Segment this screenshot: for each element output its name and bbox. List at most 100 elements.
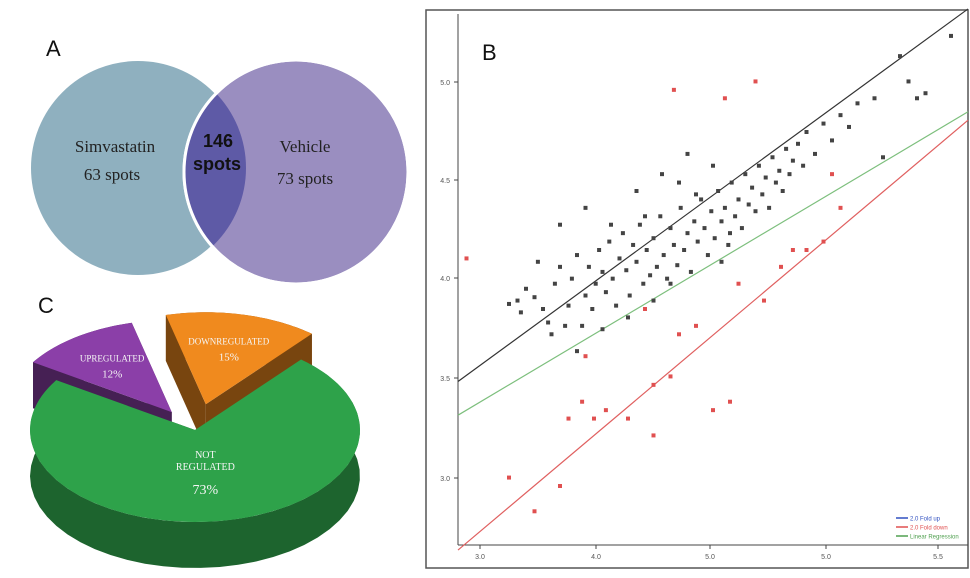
point-unchanged (614, 303, 619, 308)
point-unchanged (677, 180, 681, 185)
point-unchanged (872, 96, 877, 101)
point-unchanged (743, 172, 748, 177)
point-unchanged (590, 307, 595, 311)
point-unchanged (535, 259, 540, 264)
point-unchanged (838, 113, 843, 118)
pie-side-not-regulated (30, 359, 360, 568)
point-unchanged (607, 239, 612, 244)
point-unchanged (719, 219, 724, 224)
point-unchanged (671, 242, 676, 247)
point-unchanged (546, 320, 551, 325)
point-changed (790, 248, 795, 252)
point-changed (804, 248, 809, 252)
line-regression (457, 111, 969, 416)
point-unchanged (617, 256, 622, 261)
point-unchanged (583, 293, 588, 298)
point-unchanged (624, 268, 629, 273)
point-unchanged (898, 54, 902, 59)
point-unchanged (847, 124, 851, 129)
x-tick-label: 5.5 (933, 554, 943, 561)
point-unchanged (507, 301, 511, 306)
point-unchanged (760, 192, 765, 197)
pie-percent-downregulated: 15% (219, 352, 239, 364)
point-unchanged (627, 293, 632, 298)
point-unchanged (541, 307, 545, 311)
point-changed (566, 416, 571, 421)
point-unchanged (695, 239, 700, 244)
panel-c-label: C (38, 293, 54, 318)
point-unchanged (665, 276, 670, 281)
x-tick-label: 4.0 (591, 554, 601, 561)
point-changed (830, 172, 834, 177)
point-unchanged (855, 101, 860, 106)
point-unchanged (821, 121, 826, 126)
point-unchanged (688, 269, 693, 274)
point-unchanged (790, 158, 795, 163)
y-tick-label: 4.0 (440, 276, 450, 283)
point-changed (651, 382, 656, 387)
x-tick-label: 5.0 (705, 554, 715, 561)
point-unchanged (648, 273, 653, 278)
panel-b-label: B (482, 40, 497, 65)
point-unchanged (603, 290, 608, 295)
x-tick-label: 3.0 (475, 554, 485, 561)
point-changed (603, 408, 608, 413)
point-unchanged (549, 332, 554, 337)
point-changed (626, 416, 630, 421)
pie-slice-not-regulated (29, 359, 360, 522)
point-changed (592, 416, 596, 421)
point-unchanged (644, 248, 649, 252)
point-unchanged (801, 163, 806, 168)
point-unchanged (609, 222, 613, 227)
pie-percent-not-regulated: 73% (193, 483, 219, 498)
point-unchanged (558, 264, 562, 269)
panel-a-label: A (46, 36, 61, 61)
point-unchanged (678, 205, 683, 210)
point-unchanged (597, 248, 602, 252)
point-unchanged (746, 202, 751, 207)
point-changed (821, 239, 826, 244)
point-unchanged (575, 253, 579, 258)
point-unchanged (712, 236, 717, 241)
point-unchanged (631, 242, 636, 247)
y-tick-label: 4.5 (440, 178, 450, 185)
line-lower (457, 119, 969, 551)
point-unchanged (719, 259, 724, 264)
legend-label: 2.0 Fold up (910, 517, 941, 523)
point-unchanged (515, 298, 520, 303)
pie-cut-face-downregulated-0 (165, 315, 206, 451)
point-unchanged (830, 138, 834, 143)
point-unchanged (739, 226, 744, 231)
point-unchanged (685, 231, 690, 236)
point-changed (722, 96, 727, 101)
point-unchanged (563, 323, 568, 328)
point-unchanged (705, 253, 710, 258)
venn-overlap-word: spots (193, 154, 241, 174)
point-unchanged (643, 214, 647, 219)
point-unchanged (651, 298, 656, 303)
y-tick-label: 5.0 (440, 80, 450, 87)
point-unchanged (733, 214, 738, 219)
point-changed (558, 484, 562, 488)
point-unchanged (675, 263, 680, 268)
point-changed (838, 205, 843, 210)
point-unchanged (728, 231, 732, 236)
pie-percent-upregulated: 12% (102, 369, 122, 381)
point-unchanged (773, 180, 778, 185)
point-changed (643, 307, 647, 311)
venn-overlap-number: 146 (203, 131, 233, 151)
pie-chart: NOT REGULATED 73% UPREGULATED 12% DOWNREGULAT… (29, 312, 360, 568)
point-unchanged (660, 172, 664, 177)
point-unchanged (552, 281, 557, 286)
point-unchanged (685, 151, 690, 156)
point-unchanged (668, 226, 673, 231)
point-changed (711, 408, 715, 413)
point-changed (580, 399, 585, 404)
point-unchanged (654, 264, 659, 269)
venn-left-name: Simvastatin (75, 137, 156, 156)
pie-slice-upregulated (33, 322, 172, 413)
point-unchanged (668, 281, 673, 286)
pie-slice-downregulated (165, 312, 312, 405)
point-unchanged (813, 151, 817, 156)
point-unchanged (915, 96, 919, 101)
